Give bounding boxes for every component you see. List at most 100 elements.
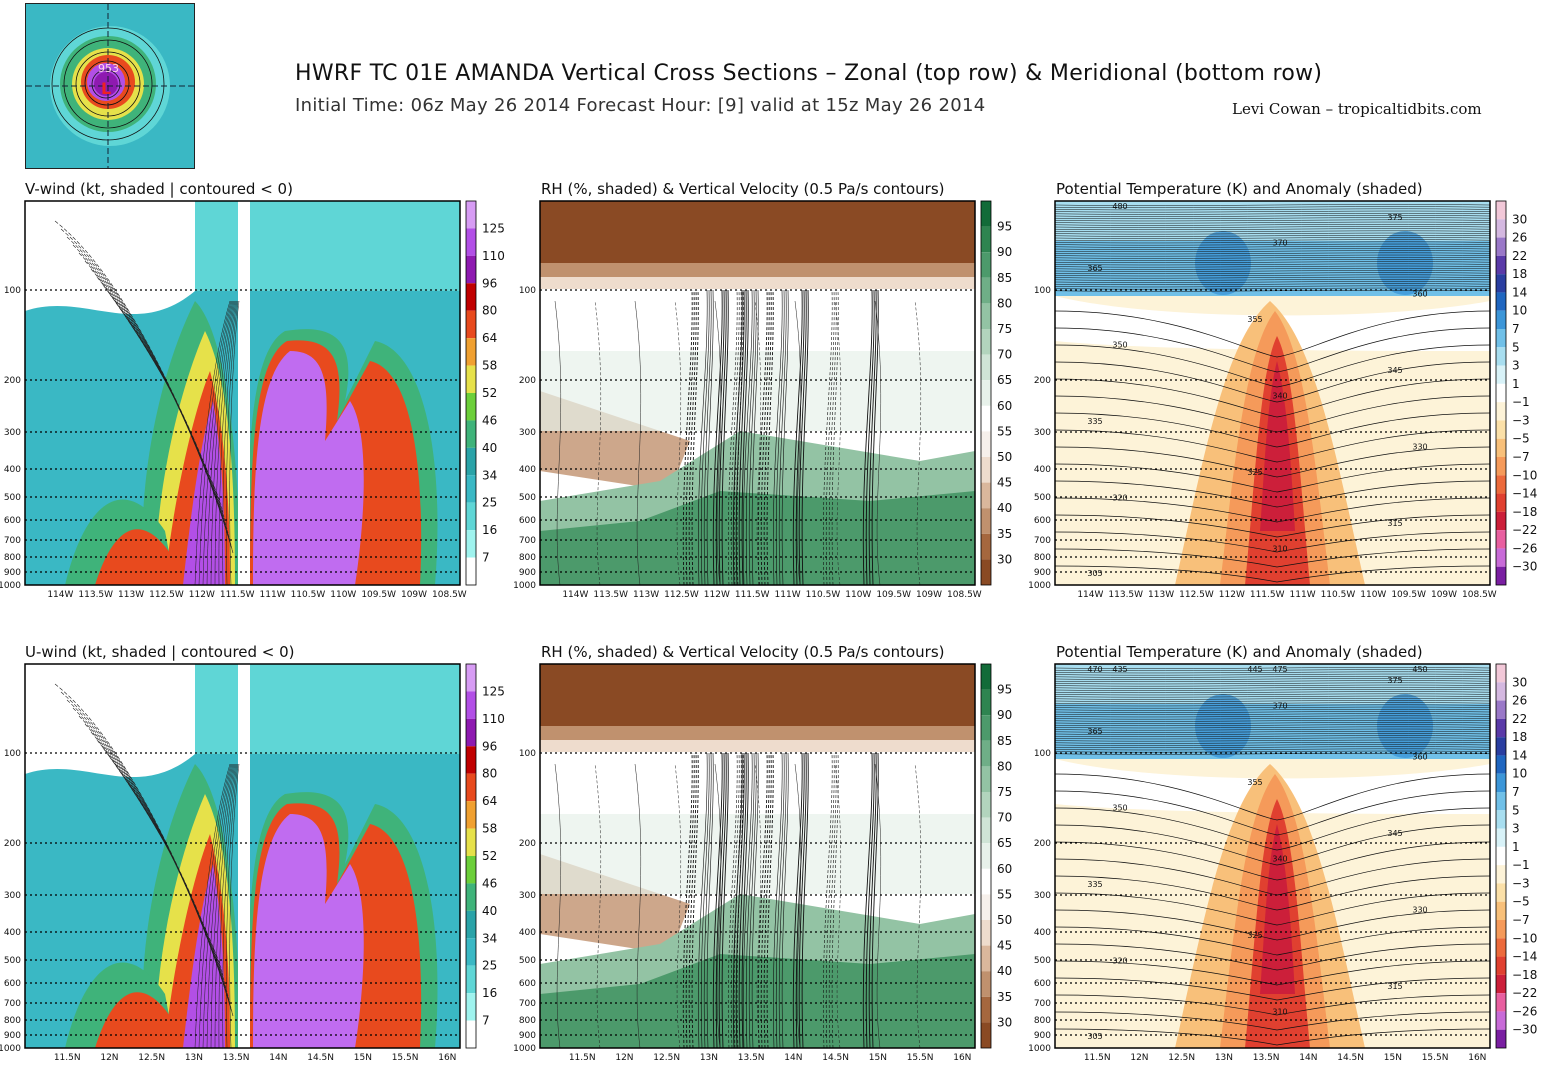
colorbar-label-45: 45 (997, 939, 1012, 953)
y-tick-600: 600 (1034, 979, 1051, 989)
colorbar-label-−26: −26 (1512, 541, 1537, 555)
colorbar-label-7: 7 (1512, 322, 1520, 336)
colorbar-label-95: 95 (997, 683, 1012, 697)
x-tick-12.5N: 12.5N (1168, 1053, 1195, 1063)
x-tick-11.5N: 11.5N (1084, 1053, 1111, 1063)
colorbar-label-5: 5 (1512, 340, 1520, 354)
theta-cross-section-plot-top: 100 200 300 400 500 600 700 800 900 1000 114W 113.5… (1028, 195, 1545, 600)
x-tick-113.5W: 113.5W (593, 590, 628, 600)
contour-label-370: 370 (1272, 702, 1287, 711)
colorbar-label-80: 80 (482, 304, 497, 318)
colorbar-label-46: 46 (482, 413, 497, 427)
contour-label-325: 325 (1247, 931, 1262, 940)
x-tick-110.5W: 110.5W (806, 590, 841, 600)
contour-label-305: 305 (1087, 1032, 1102, 1041)
colorbar-label-30: 30 (1512, 675, 1527, 689)
colorbar-label-75: 75 (997, 322, 1012, 336)
y-tick-600: 600 (1034, 516, 1051, 526)
vwind-cross-section-plot: 100 200 300 400 500 600 700 800 900 1000 114W 113.5… (0, 195, 545, 600)
y-tick-200: 200 (4, 376, 21, 386)
y-tick-1000: 1000 (0, 1044, 21, 1054)
colorbar-label-−1: −1 (1512, 858, 1530, 872)
y-tick-800: 800 (4, 553, 21, 563)
y-tick-300: 300 (4, 428, 21, 438)
colorbar-label-70: 70 (997, 811, 1012, 825)
contour-label-345: 345 (1387, 366, 1402, 375)
contour-label-340: 340 (1272, 855, 1287, 864)
y-tick-200: 200 (1034, 839, 1051, 849)
contour-label-335: 335 (1087, 880, 1102, 889)
colorbar-label-30: 30 (997, 552, 1012, 566)
y-tick-300: 300 (519, 891, 536, 901)
panel-title-theta-bottom: Potential Temperature (K) and Anomaly (s… (1056, 643, 1423, 661)
rh-cross-section-plot-top: 100 200 300 400 500 600 700 800 900 1000 114W 113.5… (513, 195, 1060, 600)
colorbar-label-125: 125 (482, 221, 505, 235)
x-tick-114W: 114W (1077, 590, 1103, 600)
y-tick-100: 100 (4, 749, 21, 759)
x-tick-11.5N: 11.5N (569, 1053, 596, 1063)
x-tick-108.5W: 108.5W (432, 590, 467, 600)
y-tick-700: 700 (1034, 999, 1051, 1009)
y-tick-1000: 1000 (513, 1044, 536, 1054)
x-tick-111.5W: 111.5W (220, 590, 255, 600)
x-tick-109W: 109W (401, 590, 427, 600)
colorbar-label-35: 35 (997, 527, 1012, 541)
y-tick-900: 900 (1034, 568, 1051, 578)
x-tick-112W: 112W (704, 590, 730, 600)
colorbar-label-90: 90 (997, 245, 1012, 259)
x-tick-15.5N: 15.5N (907, 1053, 934, 1063)
x-tick-111.5W: 111.5W (735, 590, 770, 600)
colorbar-label-−26: −26 (1512, 1004, 1537, 1018)
contour-label-375: 375 (1387, 213, 1402, 222)
colorbar-label-60: 60 (997, 399, 1012, 413)
y-tick-1000: 1000 (0, 581, 21, 591)
y-tick-300: 300 (4, 891, 21, 901)
y-tick-400: 400 (519, 928, 536, 938)
contour-label-310: 310 (1272, 545, 1287, 554)
colorbar-label-45: 45 (997, 476, 1012, 490)
x-tick-110W: 110W (1360, 590, 1386, 600)
y-tick-500: 500 (519, 493, 536, 503)
colorbar-label-−18: −18 (1512, 505, 1537, 519)
y-tick-500: 500 (4, 493, 21, 503)
colorbar-label-40: 40 (997, 964, 1012, 978)
colorbar-label-70: 70 (997, 348, 1012, 362)
x-tick-15N: 15N (1384, 1053, 1402, 1063)
y-tick-300: 300 (1034, 891, 1051, 901)
colorbar-label-7: 7 (1512, 785, 1520, 799)
colorbar-label-35: 35 (997, 990, 1012, 1004)
colorbar-label-55: 55 (997, 424, 1012, 438)
x-tick-109.5W: 109.5W (1391, 590, 1426, 600)
contour-label-330: 330 (1412, 443, 1427, 452)
colorbar-label-22: 22 (1512, 249, 1527, 263)
colorbar-label-85: 85 (997, 734, 1012, 748)
colorbar-label-−7: −7 (1512, 913, 1530, 927)
y-tick-600: 600 (519, 516, 536, 526)
colorbar-label-−14: −14 (1512, 950, 1537, 964)
x-tick-113W: 113W (1148, 590, 1174, 600)
y-tick-100: 100 (519, 286, 536, 296)
x-tick-12N: 12N (615, 1053, 633, 1063)
x-tick-13.5N: 13.5N (1253, 1053, 1280, 1063)
x-tick-13.5N: 13.5N (223, 1053, 250, 1063)
colorbar-label-125: 125 (482, 684, 505, 698)
contour-label-370: 370 (1272, 239, 1287, 248)
contour-label-360: 360 (1412, 753, 1427, 762)
y-tick-700: 700 (519, 536, 536, 546)
contour-label-450: 450 (1412, 665, 1427, 674)
rh-cross-section-plot-bottom: 100 200 300 400 500 600 700 800 900 1000 11.5N 12N 1… (513, 658, 1060, 1063)
x-tick-112.5W: 112.5W (1179, 590, 1214, 600)
panel-title-rh-bottom: RH (%, shaded) & Vertical Velocity (0.5 … (541, 643, 945, 661)
colorbar-label-18: 18 (1512, 267, 1527, 281)
y-tick-800: 800 (1034, 1016, 1051, 1026)
x-tick-112.5W: 112.5W (664, 590, 699, 600)
colorbar-label-7: 7 (482, 551, 490, 565)
colorbar-label-110: 110 (482, 249, 505, 263)
contour-label-375: 375 (1387, 676, 1402, 685)
x-tick-14.5N: 14.5N (1337, 1053, 1364, 1063)
y-tick-200: 200 (4, 839, 21, 849)
panel-title-theta-top: Potential Temperature (K) and Anomaly (s… (1056, 180, 1423, 198)
colorbar-label-110: 110 (482, 712, 505, 726)
contour-label-325: 325 (1247, 468, 1262, 477)
colorbar-label-50: 50 (997, 913, 1012, 927)
